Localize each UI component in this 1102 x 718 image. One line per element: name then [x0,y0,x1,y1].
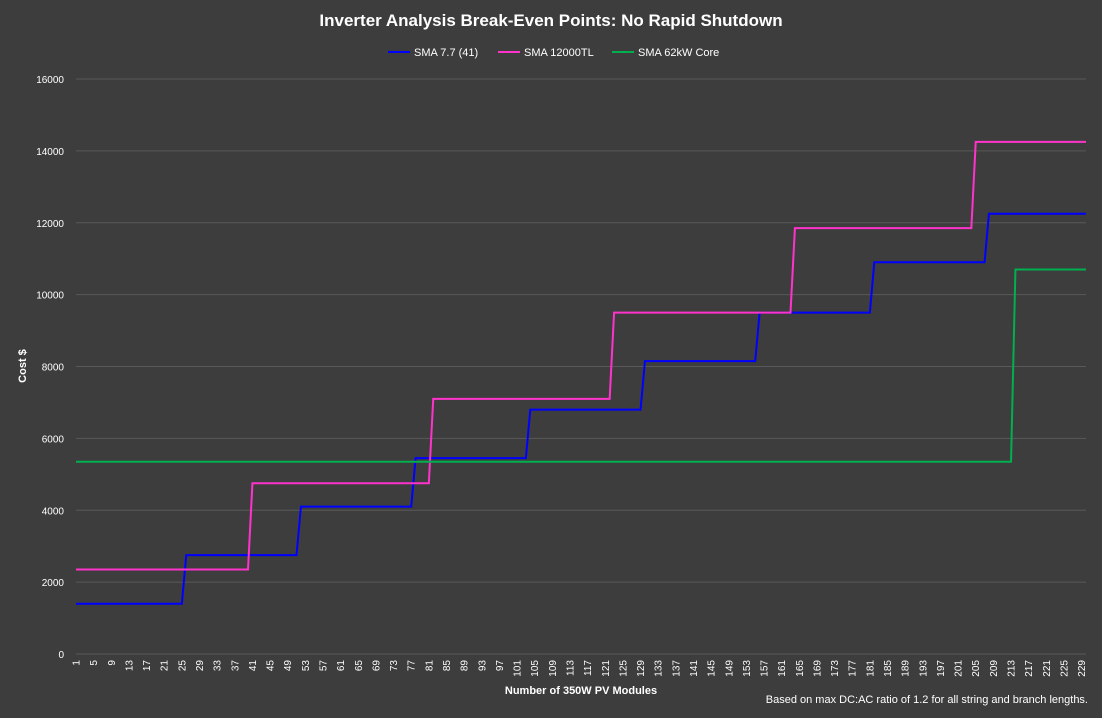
x-tick-label-77: 77 [407,660,418,672]
series-lines [76,140,1086,605]
x-tick-label-177: 177 [848,660,859,677]
x-tick-label-137: 137 [671,660,682,677]
y-tick-label-16000: 16000 [36,75,64,86]
x-tick-label-29: 29 [195,660,206,672]
chart-title: Inverter Analysis Break-Even Points: No … [319,11,782,30]
x-tick-label-225: 225 [1059,660,1070,677]
x-tick-label-157: 157 [760,660,771,677]
x-tick-label-105: 105 [530,660,541,677]
x-tick-label-209: 209 [989,660,1000,677]
y-tick-label-12000: 12000 [36,219,64,230]
legend-label-3: SMA 62kW Core [638,47,719,59]
x-tick-label-93: 93 [477,660,488,672]
x-tick-label-221: 221 [1042,660,1053,677]
y-axis-title: Cost $ [17,349,29,383]
x-tick-label-229: 229 [1077,660,1088,677]
x-tick-label-85: 85 [442,660,453,672]
x-tick-label-189: 189 [901,660,912,677]
x-tick-label-69: 69 [371,660,382,672]
y-tick-label-0: 0 [58,650,64,661]
x-tick-label-1: 1 [72,660,83,666]
x-axis-ticks: 1 5 9 13 17 21 25 29 33 37 41 45 49 53 57 61 65 69 73 77 81 8… [72,660,1089,677]
x-tick-label-97: 97 [495,660,506,672]
x-tick-label-81: 81 [424,660,435,672]
x-tick-label-129: 129 [636,660,647,677]
y-tick-label-14000: 14000 [36,147,64,158]
series-line-3 [76,268,1086,463]
x-tick-label-13: 13 [124,660,135,672]
x-tick-label-17: 17 [142,660,153,672]
x-tick-label-61: 61 [336,660,347,672]
x-tick-label-145: 145 [707,660,718,677]
x-tick-label-101: 101 [513,660,524,677]
x-tick-label-53: 53 [301,660,312,672]
x-tick-label-89: 89 [460,660,471,672]
y-tick-label-6000: 6000 [42,434,65,445]
x-tick-label-125: 125 [618,660,629,677]
x-tick-label-57: 57 [318,660,329,672]
x-tick-label-45: 45 [266,660,277,672]
x-tick-label-121: 121 [601,660,612,677]
legend: SMA 7.7 (41) SMA 12000TL SMA 62kW Core [388,47,719,59]
x-tick-label-141: 141 [689,660,700,677]
x-tick-label-113: 113 [565,660,576,676]
x-tick-label-65: 65 [354,660,365,672]
x-tick-label-49: 49 [283,660,294,672]
x-tick-label-37: 37 [230,660,241,672]
x-tick-label-161: 161 [777,660,788,677]
x-tick-label-205: 205 [971,660,982,677]
y-tick-label-10000: 10000 [36,291,64,302]
x-tick-label-213: 213 [1007,660,1018,677]
x-tick-label-217: 217 [1024,660,1035,677]
x-tick-label-149: 149 [724,660,735,677]
x-tick-label-21: 21 [160,660,171,672]
series-line-2 [76,140,1086,571]
y-tick-label-4000: 4000 [42,506,65,517]
x-tick-label-9: 9 [107,660,118,666]
series-line-1 [76,212,1086,605]
x-tick-label-109: 109 [548,660,559,677]
x-tick-label-185: 185 [883,660,894,677]
legend-label-2: SMA 12000TL [524,47,594,59]
x-tick-label-173: 173 [830,660,841,677]
x-tick-label-165: 165 [795,660,806,677]
x-tick-label-73: 73 [389,660,400,672]
y-tick-label-8000: 8000 [42,363,65,374]
x-axis-title: Number of 350W PV Modules [505,685,657,697]
x-tick-label-33: 33 [213,660,224,672]
gridlines [76,78,1086,655]
x-tick-label-25: 25 [177,660,188,672]
y-axis-ticks: 0 2000 4000 6000 8000 10000 12000 14000 16000 [36,75,64,661]
x-tick-label-193: 193 [918,660,929,677]
y-tick-label-2000: 2000 [42,578,65,589]
x-tick-label-117: 117 [583,660,594,676]
x-tick-label-197: 197 [936,660,947,677]
x-tick-label-181: 181 [865,660,876,677]
x-tick-label-133: 133 [654,660,665,677]
x-tick-label-41: 41 [248,660,259,672]
x-tick-label-169: 169 [812,660,823,677]
footnote: Based on max DC:AC ratio of 1.2 for all … [766,694,1088,706]
legend-label-1: SMA 7.7 (41) [414,47,478,59]
x-tick-label-5: 5 [89,660,100,666]
x-tick-label-153: 153 [742,660,753,677]
x-tick-label-201: 201 [954,660,965,677]
